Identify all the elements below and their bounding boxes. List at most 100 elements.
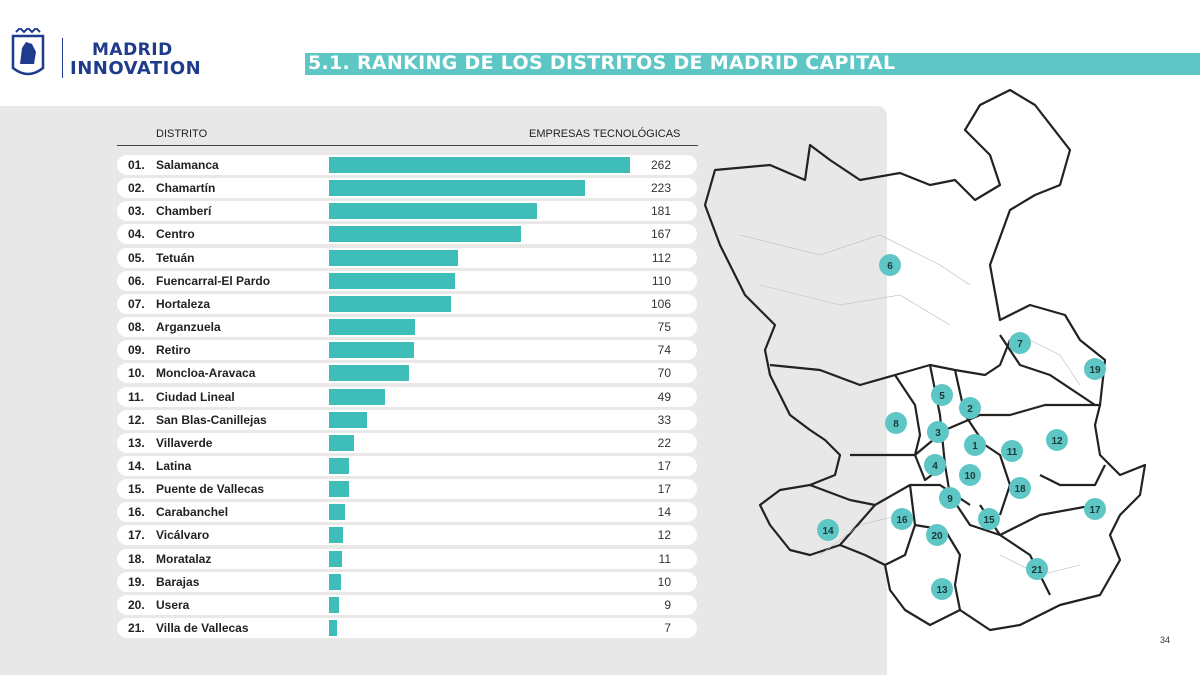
ranking-row: 17. Vicálvaro 12 — [117, 525, 697, 546]
ranking-row: 09. Retiro 74 — [117, 340, 697, 361]
madrid-innovation-logo: MADRID INNOVATION — [10, 28, 201, 84]
district-name: Fuencarral-El Pardo — [156, 273, 271, 288]
district-name: Chamberí — [156, 204, 212, 219]
ranking-row: 15. Puente de Vallecas 17 — [117, 479, 697, 500]
district-marker-label: 6 — [887, 261, 893, 272]
map-outline — [703, 88, 1147, 632]
ranking-row: 11. Ciudad Lineal 49 — [117, 386, 697, 407]
district-marker-label: 19 — [1089, 365, 1101, 376]
rank-number: 08. — [128, 320, 145, 334]
district-marker — [931, 384, 953, 406]
district-name: Salamanca — [156, 158, 219, 172]
district-marker — [1009, 477, 1031, 499]
district-name: Villaverde — [156, 435, 213, 450]
value-bar — [329, 411, 367, 428]
district-name: Vicálvaro — [156, 528, 210, 543]
ranking-row: 02. Chamartín 223 — [117, 178, 697, 199]
value-label: 9 — [664, 597, 671, 612]
district-name: Puente de Vallecas — [156, 482, 265, 497]
madrid-crest-icon — [11, 28, 45, 76]
district-marker-label: 7 — [1017, 339, 1023, 350]
value-bar — [329, 481, 349, 498]
district-marker — [959, 464, 981, 486]
district-marker — [817, 519, 839, 541]
value-label: 223 — [650, 181, 671, 196]
district-name: Carabanchel — [156, 505, 229, 520]
ranking-row: 01. Salamanca 262 — [117, 155, 697, 175]
district-marker — [1009, 332, 1031, 354]
value-label: 167 — [650, 227, 671, 242]
rank-number: 01. — [128, 158, 145, 172]
district-name: Latina — [156, 458, 192, 473]
value-bar — [329, 365, 410, 382]
value-label: 262 — [650, 158, 671, 172]
district-marker-label: 20 — [931, 531, 943, 542]
district-name: Moncloa-Aravaca — [156, 366, 256, 381]
district-name: Barajas — [156, 574, 200, 589]
logo-separator — [62, 38, 63, 78]
value-label: 70 — [657, 366, 671, 381]
ranking-row: 14. Latina 17 — [117, 455, 697, 476]
value-bar — [329, 249, 458, 266]
value-bar — [329, 180, 586, 197]
ranking-row: 20. Usera 9 — [117, 594, 697, 615]
ranking-row: 18. Moratalaz 11 — [117, 548, 697, 569]
value-bar — [329, 527, 343, 544]
ranking-row: 16. Carabanchel 14 — [117, 502, 697, 523]
page-number: 34 — [1160, 635, 1171, 645]
ranking-row: 08. Arganzuela 75 — [117, 317, 697, 337]
district-marker-label: 9 — [947, 494, 953, 505]
rank-number: 10. — [128, 366, 145, 381]
value-label: 17 — [657, 458, 671, 473]
rank-number: 11. — [128, 389, 145, 404]
value-label: 11 — [658, 551, 671, 566]
district-marker — [1084, 358, 1106, 380]
value-label: 74 — [657, 343, 671, 358]
district-marker-label: 2 — [967, 404, 973, 415]
rank-number: 09. — [128, 343, 145, 358]
value-bar — [329, 342, 414, 359]
value-bar — [329, 504, 346, 521]
district-name: Retiro — [156, 343, 191, 358]
value-bar — [329, 295, 451, 312]
district-marker — [885, 412, 907, 434]
district-marker — [1001, 440, 1023, 462]
value-bar — [329, 203, 537, 220]
value-label: 75 — [657, 320, 671, 334]
rank-number: 07. — [128, 296, 145, 311]
value-bar — [329, 319, 416, 335]
district-marker — [1026, 558, 1048, 580]
ranking-row: 05. Tetuán 112 — [117, 247, 697, 268]
ranking-row: 12. San Blas-Canillejas 33 — [117, 409, 697, 430]
rank-number: 05. — [128, 250, 145, 265]
district-name: San Blas-Canillejas — [156, 412, 267, 427]
value-label: 10 — [657, 574, 671, 589]
value-bar — [329, 573, 341, 590]
rank-number: 03. — [128, 204, 145, 219]
rank-number: 06. — [128, 273, 145, 288]
column-header-district: DISTRITO — [156, 128, 208, 140]
district-marker — [926, 524, 948, 546]
rank-number: 12. — [128, 412, 145, 427]
rank-number: 15. — [128, 482, 145, 497]
value-bar — [329, 226, 521, 243]
district-name: Moratalaz — [156, 551, 212, 566]
ranking-row: 10. Moncloa-Aravaca 70 — [117, 363, 697, 384]
district-name: Hortaleza — [156, 296, 211, 311]
ranking-row: 03. Chamberí 181 — [117, 201, 697, 222]
district-marker-label: 1 — [972, 441, 978, 452]
value-label: 49 — [657, 389, 671, 404]
district-name: Tetuán — [156, 250, 195, 265]
district-marker-label: 4 — [932, 461, 938, 472]
ranking-row: 06. Fuencarral-El Pardo 110 — [117, 270, 697, 291]
value-label: 181 — [650, 204, 671, 219]
value-label: 7 — [664, 621, 671, 635]
rank-number: 20. — [128, 597, 145, 612]
district-marker-label: 8 — [893, 419, 899, 430]
rank-number: 16. — [128, 505, 145, 520]
district-marker-label: 14 — [822, 526, 834, 537]
district-marker-label: 13 — [936, 585, 948, 596]
value-bar — [329, 157, 630, 173]
value-bar — [329, 550, 342, 567]
district-marker — [927, 421, 949, 443]
